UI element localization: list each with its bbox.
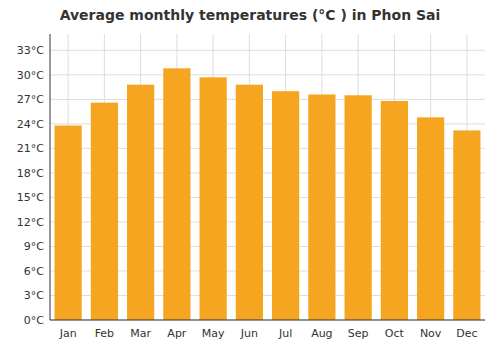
x-tick-label: Aug bbox=[311, 327, 332, 340]
bar bbox=[163, 68, 190, 320]
y-tick-label: 0°C bbox=[24, 314, 44, 327]
x-tick-label: Feb bbox=[95, 327, 114, 340]
chart-title: Average monthly temperatures (°C ) in Ph… bbox=[60, 7, 441, 23]
bar bbox=[308, 94, 335, 320]
y-tick-label: 21°C bbox=[17, 142, 44, 155]
grid bbox=[50, 34, 485, 320]
y-grid-line bbox=[50, 50, 485, 51]
x-tick-label: Nov bbox=[420, 327, 442, 340]
y-grid-line bbox=[50, 320, 485, 321]
bar bbox=[236, 85, 263, 320]
x-tick-label: Jun bbox=[240, 327, 258, 340]
y-grid-line bbox=[50, 99, 485, 100]
y-tick-label: 3°C bbox=[24, 289, 44, 302]
y-tick-label: 33°C bbox=[17, 44, 44, 57]
y-tick-label: 12°C bbox=[17, 216, 44, 229]
y-tick-label: 24°C bbox=[17, 118, 44, 131]
x-tick-label: Jan bbox=[59, 327, 77, 340]
bar bbox=[91, 103, 118, 320]
x-tick-label: Sep bbox=[348, 327, 369, 340]
bar bbox=[272, 91, 299, 320]
bar bbox=[453, 130, 480, 320]
x-axis-line bbox=[50, 320, 485, 321]
y-tick-label: 9°C bbox=[24, 240, 44, 253]
y-grid-line bbox=[50, 74, 485, 75]
y-tick-label: 15°C bbox=[17, 191, 44, 204]
x-tick-label: Dec bbox=[456, 327, 477, 340]
x-tick-label: Jul bbox=[278, 327, 292, 340]
x-tick-label: Mar bbox=[130, 327, 151, 340]
y-tick-label: 6°C bbox=[24, 265, 44, 278]
bars bbox=[55, 68, 481, 320]
y-tick-label: 30°C bbox=[17, 69, 44, 82]
bar bbox=[127, 85, 154, 320]
x-tick-label: May bbox=[202, 327, 225, 340]
y-tick-label: 27°C bbox=[17, 93, 44, 106]
chart-container: Average monthly temperatures (°C ) in Ph… bbox=[0, 0, 500, 350]
y-tick-label: 18°C bbox=[17, 167, 44, 180]
x-tick-label: Oct bbox=[385, 327, 405, 340]
bar bbox=[381, 101, 408, 320]
x-tick-label: Apr bbox=[167, 327, 187, 340]
bar bbox=[345, 95, 372, 320]
chart-svg: Average monthly temperatures (°C ) in Ph… bbox=[0, 0, 500, 350]
bar bbox=[417, 117, 444, 320]
y-axis-line bbox=[50, 34, 51, 320]
bar bbox=[55, 126, 82, 320]
bar bbox=[200, 77, 227, 320]
